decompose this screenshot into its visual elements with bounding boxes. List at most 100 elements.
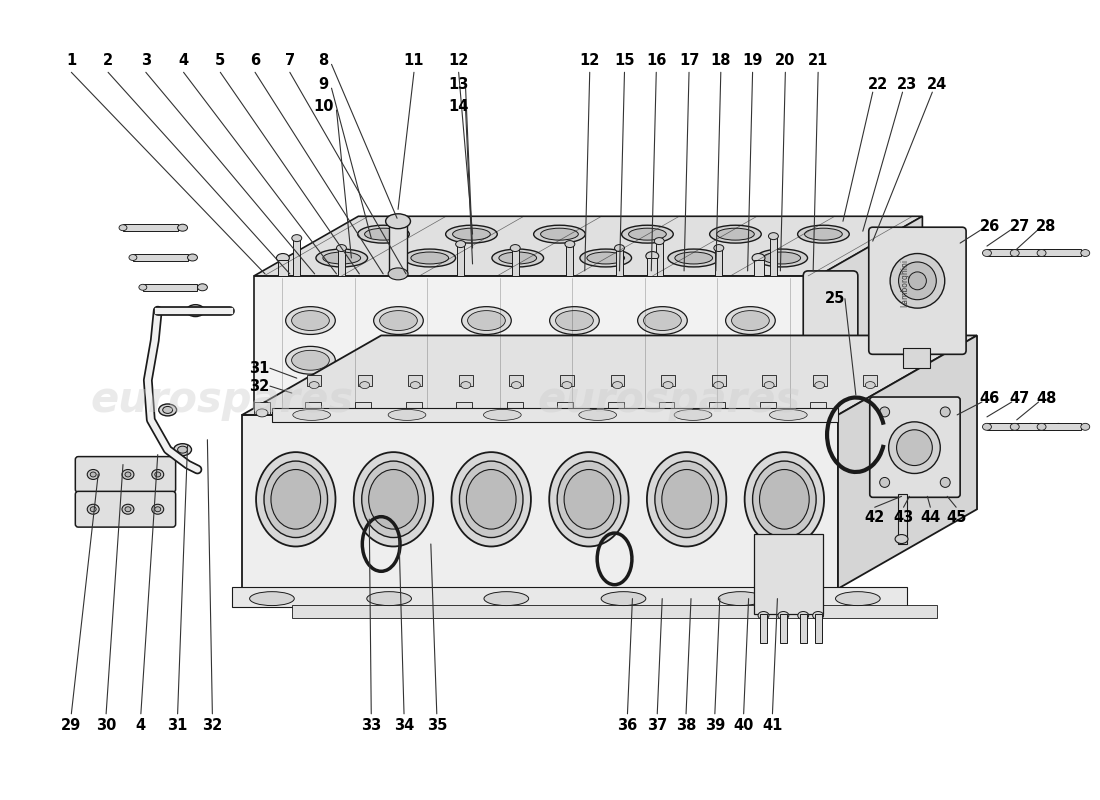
Text: 32: 32 xyxy=(249,378,270,394)
Ellipse shape xyxy=(190,307,200,314)
Bar xyxy=(278,260,288,276)
Ellipse shape xyxy=(379,310,417,330)
Ellipse shape xyxy=(1010,423,1020,430)
Text: 35: 35 xyxy=(427,718,447,734)
Ellipse shape xyxy=(187,254,198,261)
Bar xyxy=(898,494,906,544)
Ellipse shape xyxy=(388,410,426,420)
Text: 13: 13 xyxy=(449,77,469,92)
Text: 41: 41 xyxy=(762,718,782,734)
Ellipse shape xyxy=(732,350,769,370)
Ellipse shape xyxy=(565,241,575,247)
Ellipse shape xyxy=(674,410,712,420)
Ellipse shape xyxy=(579,410,616,420)
Ellipse shape xyxy=(613,382,623,389)
Polygon shape xyxy=(254,276,818,410)
Ellipse shape xyxy=(366,592,411,606)
Text: 4: 4 xyxy=(178,53,188,68)
Text: 12: 12 xyxy=(580,53,600,68)
Bar xyxy=(1014,249,1055,256)
Ellipse shape xyxy=(358,409,370,417)
FancyBboxPatch shape xyxy=(712,375,726,386)
Ellipse shape xyxy=(374,306,424,334)
Ellipse shape xyxy=(462,306,512,334)
Text: 29: 29 xyxy=(62,718,81,734)
Bar xyxy=(902,348,931,368)
Ellipse shape xyxy=(468,310,505,330)
Ellipse shape xyxy=(1010,250,1020,257)
Bar xyxy=(715,248,723,276)
Ellipse shape xyxy=(940,478,950,487)
Ellipse shape xyxy=(895,534,908,543)
FancyBboxPatch shape xyxy=(305,402,320,414)
Bar xyxy=(272,408,838,422)
Text: 23: 23 xyxy=(898,77,917,92)
Ellipse shape xyxy=(764,382,774,389)
Ellipse shape xyxy=(663,382,673,389)
Ellipse shape xyxy=(756,249,807,267)
Bar xyxy=(616,248,623,276)
FancyBboxPatch shape xyxy=(813,375,827,386)
Ellipse shape xyxy=(510,245,520,251)
Ellipse shape xyxy=(646,251,659,261)
Bar xyxy=(292,605,937,618)
Text: 34: 34 xyxy=(394,718,414,734)
Ellipse shape xyxy=(540,228,579,240)
FancyBboxPatch shape xyxy=(610,375,625,386)
Bar xyxy=(780,614,786,643)
Ellipse shape xyxy=(638,306,688,334)
FancyBboxPatch shape xyxy=(864,375,877,386)
Ellipse shape xyxy=(770,410,807,420)
Ellipse shape xyxy=(752,461,816,538)
FancyBboxPatch shape xyxy=(456,402,472,414)
Text: 45: 45 xyxy=(946,510,966,525)
Text: 1: 1 xyxy=(66,53,77,68)
Text: 21: 21 xyxy=(807,53,828,68)
Ellipse shape xyxy=(292,234,301,242)
Ellipse shape xyxy=(316,249,367,267)
Ellipse shape xyxy=(379,350,417,370)
Bar xyxy=(294,238,300,276)
Ellipse shape xyxy=(534,226,585,243)
Ellipse shape xyxy=(763,252,801,264)
Ellipse shape xyxy=(628,228,667,240)
Text: 36: 36 xyxy=(617,718,638,734)
Ellipse shape xyxy=(462,346,512,374)
FancyBboxPatch shape xyxy=(659,402,674,414)
FancyBboxPatch shape xyxy=(254,402,270,414)
Text: 10: 10 xyxy=(314,98,333,114)
Text: 32: 32 xyxy=(202,718,222,734)
Text: eurospares: eurospares xyxy=(538,379,801,421)
Bar xyxy=(656,241,662,276)
Ellipse shape xyxy=(804,228,843,240)
Ellipse shape xyxy=(711,409,723,417)
Ellipse shape xyxy=(374,346,424,374)
Text: 6: 6 xyxy=(250,53,260,68)
Ellipse shape xyxy=(758,611,769,619)
FancyBboxPatch shape xyxy=(762,375,777,386)
Bar xyxy=(458,244,464,276)
Ellipse shape xyxy=(587,252,625,264)
Ellipse shape xyxy=(615,245,625,251)
Text: 4: 4 xyxy=(135,718,146,734)
Ellipse shape xyxy=(1054,250,1063,257)
Text: 47: 47 xyxy=(1010,390,1030,406)
Ellipse shape xyxy=(174,444,191,456)
Ellipse shape xyxy=(354,452,433,546)
Ellipse shape xyxy=(155,506,161,512)
FancyBboxPatch shape xyxy=(760,402,775,414)
Ellipse shape xyxy=(982,250,991,257)
Text: 12: 12 xyxy=(449,53,469,68)
Ellipse shape xyxy=(492,249,543,267)
Ellipse shape xyxy=(745,452,824,546)
FancyBboxPatch shape xyxy=(870,397,960,498)
Ellipse shape xyxy=(890,254,945,308)
Text: 22: 22 xyxy=(868,77,888,92)
Ellipse shape xyxy=(668,249,719,267)
Ellipse shape xyxy=(455,241,465,247)
Ellipse shape xyxy=(155,472,161,477)
Ellipse shape xyxy=(1026,423,1035,430)
Ellipse shape xyxy=(177,446,187,453)
Ellipse shape xyxy=(813,611,824,619)
Ellipse shape xyxy=(1037,423,1046,430)
